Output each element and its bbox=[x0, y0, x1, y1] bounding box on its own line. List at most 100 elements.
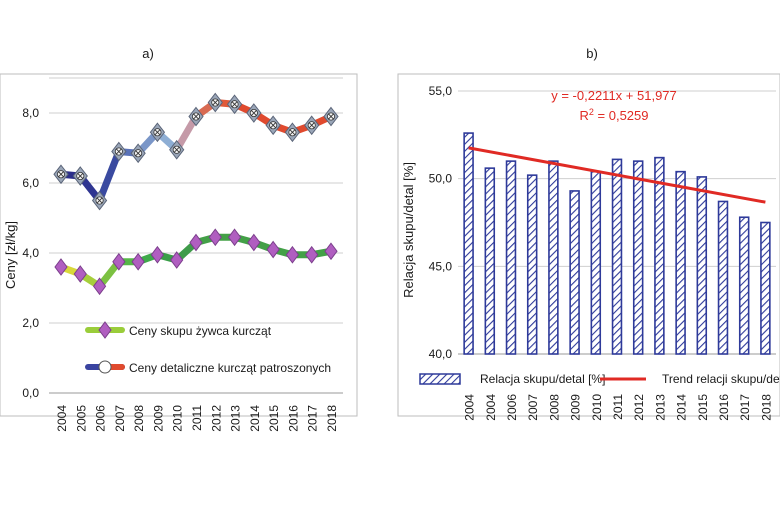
point-cross bbox=[116, 148, 122, 155]
trend-r2: R2 = 0,5259 bbox=[580, 107, 649, 123]
legend-trend-label: Trend relacji skupu/detal bbox=[662, 372, 780, 386]
xtick-label: 2016 bbox=[286, 405, 300, 432]
legend-bar-label: Relacja skupu/detal [%] bbox=[480, 372, 605, 386]
series-0-point bbox=[227, 228, 242, 247]
bar bbox=[526, 174, 538, 355]
series-1-point bbox=[169, 139, 185, 160]
series-0-point bbox=[208, 228, 222, 247]
ytick-label: 0,0 bbox=[22, 386, 39, 400]
point-cross bbox=[328, 113, 334, 120]
xtick-label: 2013 bbox=[653, 394, 667, 421]
panel-b-label: b) bbox=[586, 46, 598, 61]
trend-line bbox=[468, 146, 766, 204]
series-1-point bbox=[284, 122, 301, 143]
xtick-label: 2017 bbox=[306, 405, 320, 432]
panel-a-markers bbox=[53, 92, 339, 296]
xtick-label: 2017 bbox=[738, 394, 752, 421]
ytick-label: 2,0 bbox=[22, 316, 39, 330]
series-0-point bbox=[54, 258, 68, 276]
bar bbox=[463, 132, 474, 355]
ytick-label: 40,0 bbox=[429, 347, 453, 361]
xtick-label: 2009 bbox=[151, 405, 165, 432]
xtick-label: 2010 bbox=[171, 405, 185, 432]
panel-a-xtick-labels: 2004 2005 2006 2007 2008 2009 2010 2011 2012 2013… bbox=[55, 405, 339, 432]
trend-r2-suffix: = 0,5259 bbox=[594, 108, 649, 123]
bar bbox=[675, 170, 686, 355]
point-cross bbox=[308, 122, 315, 128]
series-1-point bbox=[91, 190, 108, 211]
xtick-label: 2004 bbox=[463, 394, 477, 421]
bar bbox=[569, 190, 580, 355]
panel-a-frame bbox=[0, 73, 358, 417]
series-0-point bbox=[170, 251, 184, 269]
series-0-point bbox=[112, 252, 126, 271]
legend-detaliczne-label: Ceny detaliczne kurcząt patroszonych bbox=[129, 361, 331, 375]
point-cross bbox=[270, 122, 276, 128]
xtick-label: 2012 bbox=[209, 405, 223, 432]
point-cross bbox=[58, 171, 64, 177]
series-0-point bbox=[150, 245, 165, 264]
xtick-label: 2015 bbox=[267, 405, 281, 432]
series-0-point bbox=[266, 240, 280, 259]
series-1-point bbox=[72, 166, 88, 186]
xtick-label: 2018 bbox=[759, 394, 773, 421]
bar bbox=[760, 221, 771, 355]
xtick-label: 2007 bbox=[113, 405, 127, 432]
series-1-point bbox=[188, 106, 204, 127]
ytick-label: 4,0 bbox=[22, 246, 39, 260]
xtick-label: 2009 bbox=[569, 394, 583, 421]
xtick-label: 2011 bbox=[611, 394, 625, 420]
series-0-point bbox=[73, 265, 87, 283]
point-cross bbox=[77, 173, 84, 179]
legend-bar-swatch bbox=[419, 373, 461, 385]
series-0-point bbox=[189, 233, 203, 252]
point-cross bbox=[135, 150, 141, 156]
series-1-point bbox=[265, 115, 281, 136]
series-0-point bbox=[131, 252, 145, 271]
xtick-label: 2013 bbox=[229, 405, 243, 432]
ytick-label: 8,0 bbox=[22, 106, 39, 120]
bar bbox=[611, 158, 623, 355]
xtick-label: 2014 bbox=[675, 394, 689, 421]
series-1-point bbox=[130, 143, 146, 164]
point-cross bbox=[154, 129, 161, 135]
xtick-label: 2004 bbox=[55, 405, 69, 432]
xtick-label: 2018 bbox=[325, 405, 339, 432]
series-0-point bbox=[305, 245, 319, 264]
series-1-point bbox=[207, 92, 223, 113]
xtick-label: 2007 bbox=[526, 394, 540, 421]
panel-b-bars bbox=[463, 132, 771, 355]
panel-a-ylabel: Ceny [zł/kg] bbox=[3, 221, 18, 289]
ytick-label: 55,0 bbox=[429, 84, 453, 98]
xtick-label: 2015 bbox=[696, 394, 710, 421]
bar bbox=[696, 176, 708, 355]
panel-a-gridlines bbox=[49, 77, 343, 394]
point-cross bbox=[251, 110, 257, 116]
panel-b-ytick-labels: 40,0 45,0 50,0 55,0 bbox=[429, 84, 453, 361]
trend-equation: y = -0,2211x + 51,977 bbox=[551, 88, 677, 103]
bar bbox=[717, 200, 729, 355]
series-1-point bbox=[111, 141, 127, 162]
bar bbox=[654, 156, 665, 355]
point-cross bbox=[289, 129, 296, 135]
panel-b-xtick-labels: 2004 2004 2006 2007 2008 2009 2010 2011 2012 2013… bbox=[463, 394, 774, 421]
bar bbox=[632, 160, 644, 355]
legend-skupu-label: Ceny skupu żywca kurcząt bbox=[129, 324, 272, 338]
panel-b-legend: Relacja skupu/detal [%] Trend relacji sk… bbox=[419, 372, 780, 386]
xtick-label: 2008 bbox=[132, 405, 146, 432]
bar bbox=[505, 160, 517, 355]
legend-item-detaliczne: Ceny detaliczne kurcząt patroszonych bbox=[85, 360, 331, 375]
series-1-point bbox=[323, 106, 339, 127]
series-1-point bbox=[53, 164, 69, 185]
point-cross bbox=[231, 101, 238, 107]
trend-r2-prefix: R bbox=[580, 108, 589, 123]
series-1-point bbox=[304, 115, 320, 136]
xtick-label: 2006 bbox=[94, 405, 108, 432]
point-cross bbox=[96, 197, 103, 204]
ytick-label: 50,0 bbox=[429, 172, 453, 186]
point-cross bbox=[193, 113, 199, 120]
xtick-label: 2012 bbox=[632, 394, 646, 421]
series-0-point bbox=[92, 277, 107, 296]
